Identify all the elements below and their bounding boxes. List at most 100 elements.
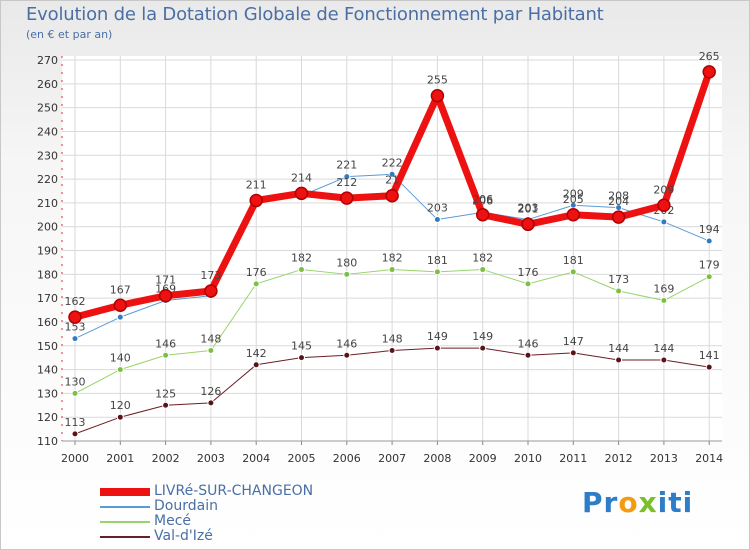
- data-label: 144: [608, 342, 629, 355]
- y-tick-label: 140: [37, 364, 58, 377]
- data-point: [611, 210, 626, 224]
- data-label: 126: [200, 385, 221, 398]
- x-tick-label: 2011: [559, 452, 587, 465]
- data-point: [569, 268, 577, 276]
- data-point: [71, 335, 79, 343]
- data-label: 162: [65, 295, 86, 308]
- chart-title: Evolution de la Dotation Globale de Fonc…: [26, 4, 604, 25]
- y-tick-label: 250: [37, 102, 58, 115]
- data-label: 221: [336, 159, 357, 172]
- data-point: [705, 273, 713, 281]
- data-point: [252, 361, 260, 369]
- x-tick-label: 2013: [650, 452, 678, 465]
- y-tick-label: 240: [37, 125, 58, 138]
- y-tick-label: 150: [37, 340, 58, 353]
- y-tick-label: 180: [37, 268, 58, 281]
- data-label: 171: [155, 274, 176, 287]
- data-point: [660, 297, 668, 305]
- data-point: [433, 268, 441, 276]
- data-point: [479, 266, 487, 274]
- data-point: [388, 170, 396, 178]
- data-point: [298, 354, 305, 362]
- data-label: 146: [155, 337, 176, 350]
- x-tick-label: 2014: [695, 452, 723, 465]
- data-point: [113, 298, 128, 313]
- data-point: [660, 218, 668, 226]
- data-point: [68, 310, 82, 324]
- data-point: [566, 208, 581, 222]
- y-tick-label: 120: [37, 411, 58, 424]
- legend-label: Val-d'Izé: [154, 528, 213, 544]
- data-label: 265: [699, 50, 720, 63]
- data-point: [569, 349, 577, 357]
- x-tick-label: 2007: [378, 452, 406, 465]
- data-label: 203: [427, 202, 448, 215]
- legend-label: Mecé: [154, 513, 192, 529]
- series-Mecé: 130 140 146 148 176 182 180 182 181 182 176 181 173 1…: [65, 252, 720, 397]
- data-label: 148: [200, 333, 221, 346]
- data-label: 176: [518, 266, 539, 279]
- data-label: 173: [608, 273, 629, 286]
- y-tick-label: 160: [37, 316, 58, 329]
- chart-subtitle: (en € et par an): [26, 28, 113, 41]
- y-tick-label: 170: [37, 292, 58, 305]
- data-point: [162, 351, 170, 359]
- data-point: [158, 288, 173, 303]
- data-point: [475, 208, 490, 222]
- x-tick-label: 2001: [106, 452, 134, 465]
- data-label: 179: [699, 259, 720, 272]
- data-point: [385, 188, 399, 203]
- data-label: 204: [608, 195, 629, 208]
- data-label: 146: [336, 337, 357, 350]
- data-point: [433, 344, 441, 352]
- data-label: 173: [200, 269, 221, 282]
- data-point: [294, 186, 309, 201]
- x-tick-label: 2000: [61, 452, 89, 465]
- data-label: 167: [110, 283, 131, 296]
- data-point: [479, 344, 487, 352]
- data-point: [430, 88, 445, 103]
- data-point: [343, 351, 351, 359]
- data-point: [116, 366, 124, 374]
- data-label: 214: [291, 171, 312, 184]
- x-tick-label: 2002: [152, 452, 180, 465]
- data-point: [657, 198, 671, 213]
- data-point: [388, 347, 396, 355]
- data-label: 222: [382, 156, 403, 169]
- data-label: 180: [336, 256, 357, 269]
- data-label: 182: [291, 252, 312, 265]
- data-label: 130: [65, 375, 86, 388]
- legend-label: LIVRé-SUR-CHANGEON: [154, 483, 314, 499]
- data-point: [340, 191, 354, 205]
- y-tick-label: 200: [37, 221, 58, 234]
- legend-swatch: [100, 488, 150, 496]
- data-label: 113: [65, 416, 86, 429]
- data-label: 255: [427, 74, 448, 87]
- data-label: 206: [472, 193, 493, 206]
- data-label: 125: [155, 387, 176, 400]
- data-point: [71, 430, 79, 438]
- data-label: 153: [65, 321, 86, 334]
- data-point: [705, 363, 713, 371]
- data-point: [71, 389, 79, 397]
- legend-swatch: [100, 536, 150, 538]
- legend-swatch: [100, 506, 150, 508]
- data-label: 208: [608, 190, 629, 203]
- x-tick-label: 2009: [469, 452, 497, 465]
- data-label: 209: [653, 183, 674, 196]
- data-point: [615, 356, 623, 364]
- legend-swatch: [100, 521, 150, 523]
- series-Val-d'Izé: 113 120 125 126 142 145 146 148 149 149 146 147 144 1…: [65, 330, 720, 438]
- data-point: [524, 351, 532, 359]
- data-point: [343, 270, 351, 278]
- data-point: [249, 193, 263, 208]
- y-tick-label: 230: [37, 149, 58, 162]
- data-point: [660, 356, 668, 364]
- x-tick-label: 2008: [423, 452, 451, 465]
- x-tick-label: 2012: [605, 452, 633, 465]
- y-tick-label: 190: [37, 245, 58, 258]
- data-label: 145: [291, 340, 312, 353]
- y-tick-label: 260: [37, 78, 58, 91]
